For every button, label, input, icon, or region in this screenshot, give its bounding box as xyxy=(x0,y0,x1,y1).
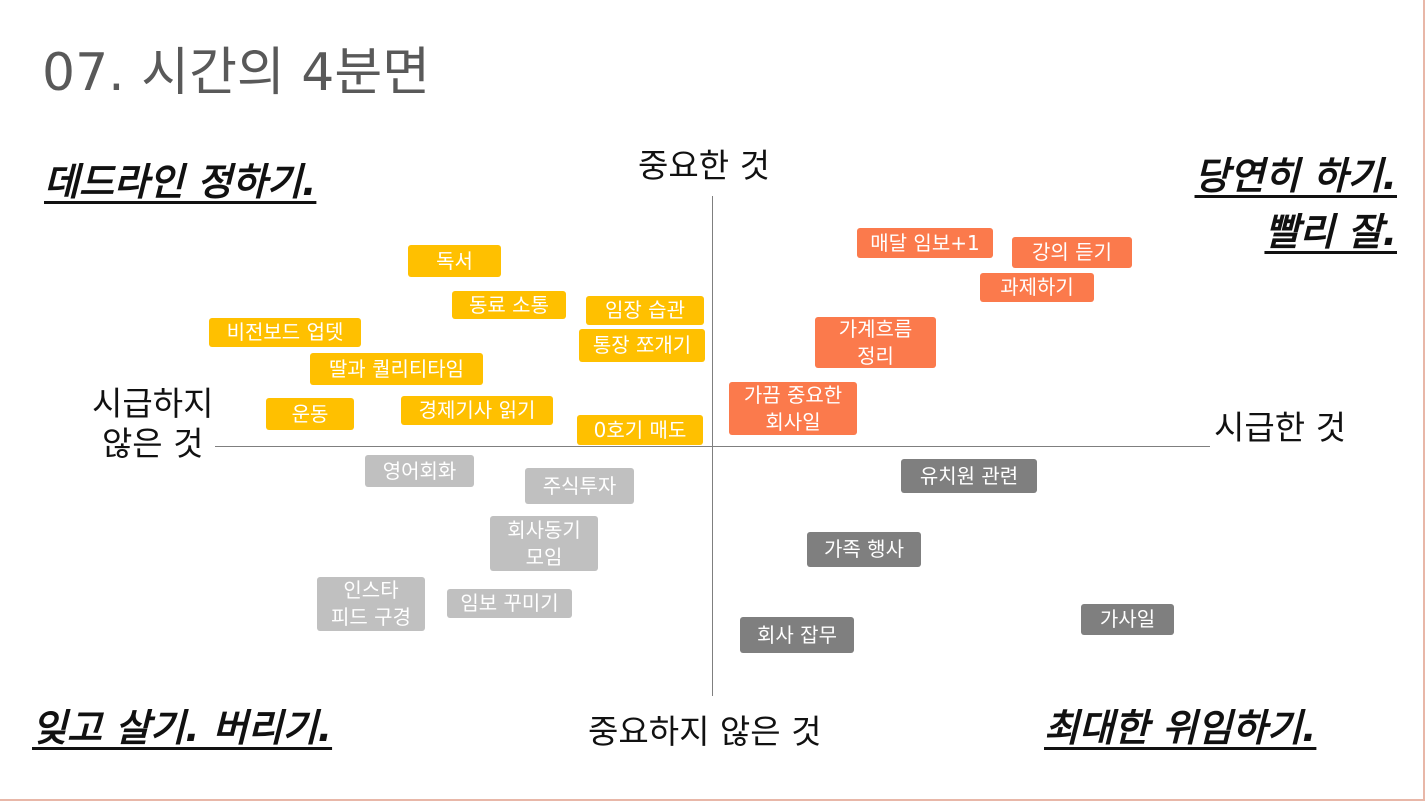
slide-border-bottom xyxy=(0,799,1425,801)
tag-instagram-feed: 인스타 피드 구경 xyxy=(317,577,425,631)
tag-monthly-report: 매달 임보+1 xyxy=(857,228,993,258)
tag-housework: 가사일 xyxy=(1081,604,1174,635)
tag-exercise: 운동 xyxy=(266,398,354,430)
tag-quality-time-daughter: 딸과 퀄리티타임 xyxy=(310,353,483,385)
slide-border-right xyxy=(1423,0,1425,801)
axis-label-not-urgent: 시급하지 않은 것 xyxy=(92,384,213,464)
tag-decorate-report: 임보 꾸미기 xyxy=(447,589,572,618)
tag-cash-flow-organize: 가계흐름 정리 xyxy=(815,317,936,368)
quadrant-label-bottom-right: 최대한 위임하기. xyxy=(1044,706,1317,750)
quadrant-label-top-right: 당연히 하기. 빨리 잘. xyxy=(1195,148,1397,260)
tag-colleague-communication: 동료 소통 xyxy=(452,291,566,319)
tag-cash-flow-line1: 가계흐름 xyxy=(838,316,913,341)
horizontal-axis xyxy=(215,446,1210,447)
tag-read-economic-news: 경제기사 읽기 xyxy=(401,396,553,425)
tag-stock-investing: 주식투자 xyxy=(525,468,634,504)
tag-office-chores: 회사 잡무 xyxy=(740,617,854,653)
tag-vision-board-update: 비전보드 업뎃 xyxy=(209,318,361,347)
tag-instagram-line2: 피드 구경 xyxy=(331,605,411,629)
tag-reading: 독서 xyxy=(408,245,501,277)
tag-kindergarten-related: 유치원 관련 xyxy=(901,459,1037,493)
tag-occasional-important-line2: 회사일 xyxy=(765,409,821,434)
tag-company-peers-line2: 모임 xyxy=(525,544,563,569)
axis-label-not-important: 중요하지 않은 것 xyxy=(588,712,822,751)
tag-occasional-important-line1: 가끔 중요한 xyxy=(743,382,843,407)
tag-split-accounts: 통장 쪼개기 xyxy=(579,329,705,362)
quadrant-label-top-right-line1: 당연히 하기. xyxy=(1194,154,1397,198)
tag-company-peers-meetup: 회사동기 모임 xyxy=(490,516,598,571)
axis-label-urgent: 시급한 것 xyxy=(1214,408,1346,447)
axis-label-not-urgent-line1: 시급하지 xyxy=(92,384,214,423)
tag-attend-lecture: 강의 듣기 xyxy=(1012,237,1132,268)
tag-site-visit-habit: 임장 습관 xyxy=(586,296,704,325)
quadrant-label-top-left: 데드라인 정하기. xyxy=(44,160,317,204)
axis-label-not-urgent-line2: 않은 것 xyxy=(101,424,204,463)
tag-family-events: 가족 행사 xyxy=(807,532,921,567)
tag-english-conversation: 영어회화 xyxy=(365,455,474,487)
axis-label-important: 중요한 것 xyxy=(638,146,770,185)
quadrant-label-bottom-left: 잊고 살기. 버리기. xyxy=(32,706,333,750)
slide-title: 07. 시간의 4분면 xyxy=(42,43,431,103)
tag-assignments: 과제하기 xyxy=(980,273,1094,302)
tag-cash-flow-line2: 정리 xyxy=(857,343,894,368)
tag-sell-unit-zero: 0호기 매도 xyxy=(577,415,703,445)
tag-instagram-line1: 인스타 xyxy=(343,578,399,602)
tag-company-peers-line1: 회사동기 xyxy=(507,517,581,542)
tag-occasional-important-work: 가끔 중요한 회사일 xyxy=(729,382,857,435)
quadrant-label-top-right-line2: 빨리 잘. xyxy=(1264,210,1397,254)
